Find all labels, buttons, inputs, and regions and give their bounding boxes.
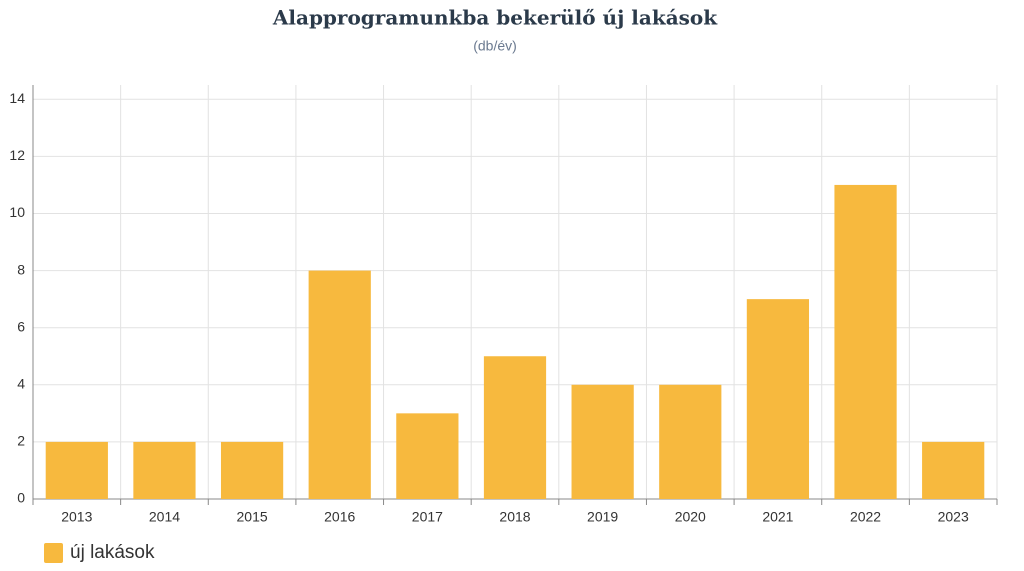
x-tick-label: 2017 [412,509,443,525]
legend-label: új lakások [70,542,155,563]
x-tick-label: 2014 [149,509,180,525]
x-tick-label: 2022 [850,509,881,525]
x-tick-label: 2018 [499,509,530,525]
bar [483,356,547,499]
bar [396,413,459,499]
y-tick-label: 12 [9,147,25,163]
x-tick-label: 2016 [324,509,355,525]
bar [220,441,284,499]
y-tick-label: 2 [17,433,25,449]
bar [308,270,371,499]
bar [922,441,985,499]
bar [659,384,722,499]
x-tick-label: 2015 [237,509,268,525]
y-tick-label: 8 [17,261,25,277]
legend-swatch [44,543,63,563]
y-tick-label: 4 [17,375,25,391]
bar [834,184,897,499]
y-tick-label: 0 [17,490,25,506]
x-tick-label: 2013 [61,509,92,525]
x-tick-label: 2019 [587,509,618,525]
x-tick-label: 2023 [938,509,969,525]
bar [571,384,634,499]
chart-title: Alapprogramunkba bekerülő új lakások [272,6,718,30]
y-tick-label: 10 [9,204,25,220]
y-tick-label: 14 [9,90,25,106]
x-tick-label: 2021 [762,509,793,525]
x-tick-label: 2020 [675,509,706,525]
bar [133,441,196,499]
bar [45,441,108,499]
y-tick-label: 6 [17,318,25,334]
bar [746,299,810,499]
chart-subtitle: (db/év) [473,38,517,54]
